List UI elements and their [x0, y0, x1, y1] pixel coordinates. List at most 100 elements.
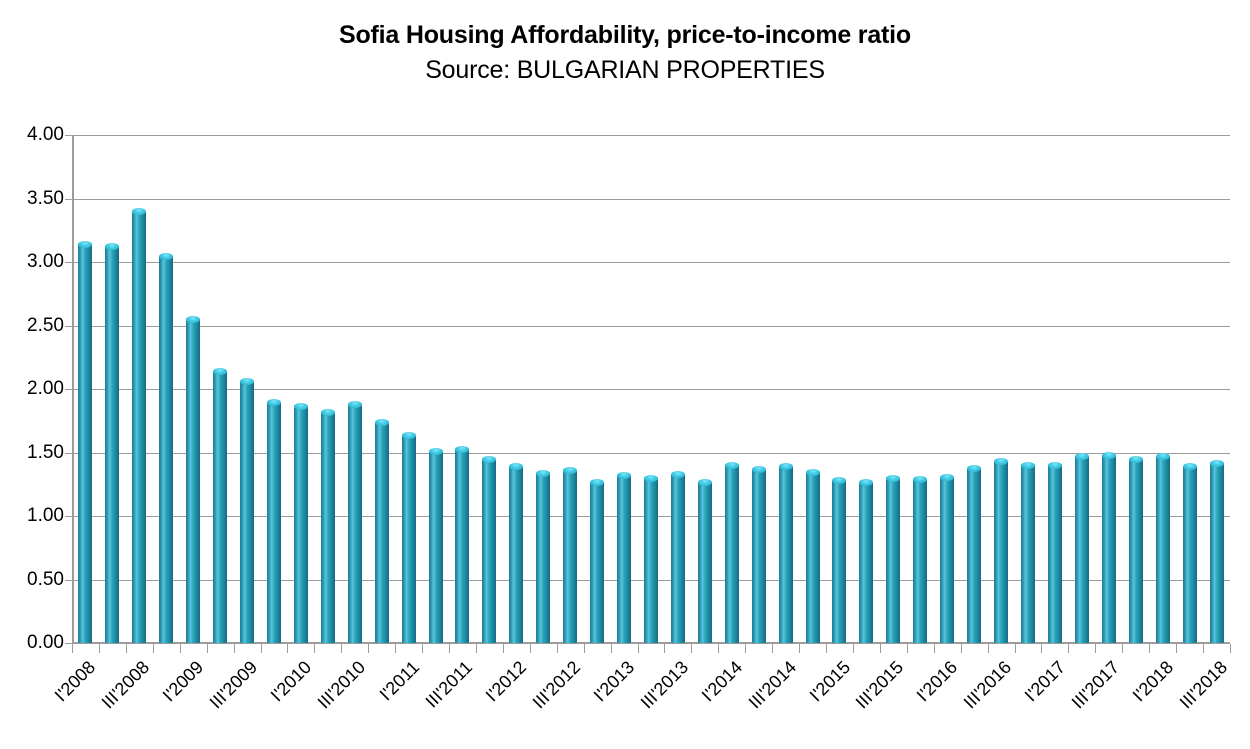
bar[interactable] [536, 469, 551, 643]
bar-slot[interactable] [395, 135, 422, 643]
bar[interactable] [940, 473, 955, 643]
x-axis-tick [691, 644, 693, 653]
bar[interactable] [401, 431, 416, 643]
bar[interactable] [266, 398, 281, 643]
y-axis-tick-label: 2.00 [27, 378, 64, 399]
bar[interactable] [320, 408, 335, 643]
bar-slot[interactable] [611, 135, 638, 643]
bar[interactable] [1021, 462, 1035, 643]
bar-cylinder-top [374, 419, 389, 427]
bar-slot[interactable] [1015, 135, 1042, 643]
bar-slot[interactable] [1068, 135, 1095, 643]
y-axis-tick-label: 2.50 [27, 314, 64, 336]
bar-slot[interactable] [503, 135, 530, 643]
bar-slot[interactable] [72, 135, 99, 643]
x-axis-tick [98, 644, 100, 653]
bar[interactable] [186, 316, 201, 643]
bar[interactable] [482, 455, 497, 643]
bar[interactable] [724, 462, 739, 643]
bar[interactable] [132, 208, 147, 643]
bar[interactable] [886, 474, 901, 643]
bar[interactable] [509, 463, 524, 643]
bar-slot[interactable] [261, 135, 288, 643]
bar-slot[interactable] [530, 135, 557, 643]
bar[interactable] [293, 402, 308, 643]
x-axis-tick [664, 644, 666, 653]
bar-slot[interactable] [718, 135, 745, 643]
bar-slot[interactable] [584, 135, 611, 643]
bar[interactable] [240, 378, 255, 643]
bar-slot[interactable] [907, 135, 934, 643]
bar[interactable] [697, 478, 712, 643]
bar-slot[interactable] [880, 135, 907, 643]
bar[interactable] [1155, 453, 1170, 643]
bar-slot[interactable] [476, 135, 503, 643]
bar[interactable] [1047, 462, 1062, 643]
bar-slot[interactable] [988, 135, 1015, 643]
bar[interactable] [751, 466, 766, 643]
bar-slot[interactable] [234, 135, 261, 643]
bar[interactable] [805, 468, 820, 643]
bar-slot[interactable] [772, 135, 799, 643]
bar[interactable] [643, 474, 658, 643]
bar[interactable] [994, 458, 1009, 643]
bar[interactable] [913, 476, 928, 643]
bar-slot[interactable] [153, 135, 180, 643]
x-axis-tick [987, 644, 989, 653]
bar-slot[interactable] [826, 135, 853, 643]
bar-slot[interactable] [557, 135, 584, 643]
bar[interactable] [1101, 452, 1116, 643]
bar[interactable] [967, 464, 982, 643]
x-axis-tick [1095, 644, 1097, 653]
bar-slot[interactable] [207, 135, 234, 643]
bar-cylinder-top [967, 464, 982, 472]
bar[interactable] [78, 241, 93, 643]
bar-slot[interactable] [1095, 135, 1122, 643]
x-axis-tick [341, 644, 343, 653]
bar-slot[interactable] [1203, 135, 1230, 643]
bar-slot[interactable] [368, 135, 395, 643]
bar-slot[interactable] [422, 135, 449, 643]
bar-slot[interactable] [638, 135, 665, 643]
bar[interactable] [1209, 459, 1224, 643]
bar[interactable] [563, 467, 578, 643]
bar-slot[interactable] [853, 135, 880, 643]
bar[interactable] [617, 472, 632, 643]
bar-slot[interactable] [691, 135, 718, 643]
bar[interactable] [374, 419, 389, 643]
x-axis-tick [179, 644, 181, 653]
bar[interactable] [1182, 463, 1197, 643]
bar[interactable] [159, 252, 174, 643]
bar[interactable] [1128, 455, 1143, 643]
bar[interactable] [347, 401, 362, 643]
bar-slot[interactable] [1041, 135, 1068, 643]
bar-slot[interactable] [449, 135, 476, 643]
bar[interactable] [832, 477, 847, 643]
bar-slot[interactable] [934, 135, 961, 643]
bar-slot[interactable] [287, 135, 314, 643]
bar-slot[interactable] [99, 135, 126, 643]
bar-slot[interactable] [180, 135, 207, 643]
bar[interactable] [105, 242, 120, 643]
bar[interactable] [428, 448, 443, 643]
bar[interactable] [859, 478, 874, 643]
bar-slot[interactable] [341, 135, 368, 643]
bar-slot[interactable] [1122, 135, 1149, 643]
bar[interactable] [1074, 453, 1089, 643]
bar[interactable] [590, 478, 605, 643]
bar[interactable] [213, 368, 228, 643]
bar-slot[interactable] [126, 135, 153, 643]
bar-slot[interactable] [314, 135, 341, 643]
bar-slot[interactable] [799, 135, 826, 643]
bar-slot[interactable] [961, 135, 988, 643]
bar-slot[interactable] [1149, 135, 1176, 643]
bar-slot[interactable] [745, 135, 772, 643]
x-axis-tick [1014, 644, 1016, 653]
bar-slot[interactable] [1176, 135, 1203, 643]
bar[interactable] [778, 463, 793, 643]
bar[interactable] [670, 471, 685, 643]
bar-slot[interactable] [664, 135, 691, 643]
x-axis-tick [718, 644, 720, 653]
bar[interactable] [455, 445, 470, 643]
